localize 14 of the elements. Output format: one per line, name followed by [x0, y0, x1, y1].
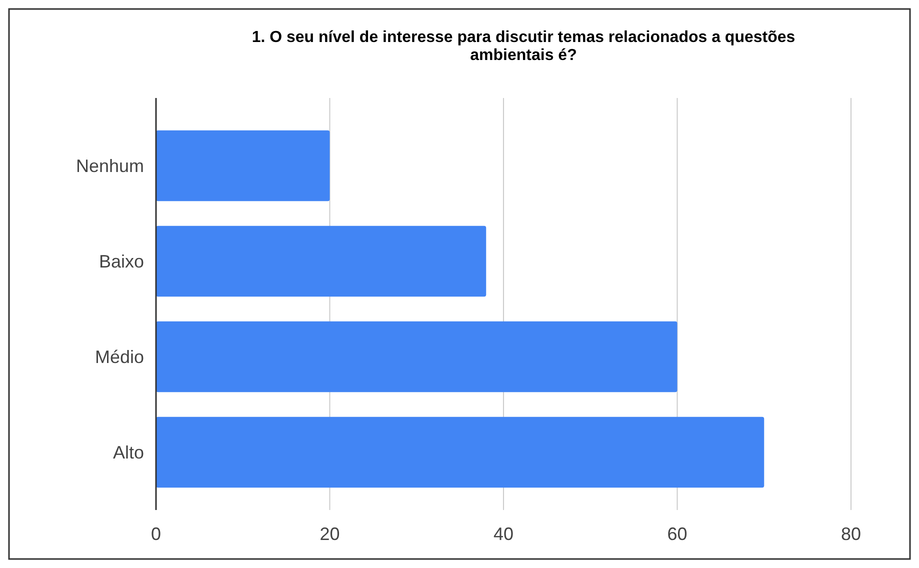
x-tick-label: 80: [840, 524, 862, 544]
bar: [156, 321, 678, 392]
x-tick-label: 60: [667, 524, 688, 544]
x-tick-label: 40: [493, 524, 514, 544]
x-tick-label: 20: [320, 524, 340, 544]
y-tick-label: Baixo: [98, 252, 144, 272]
x-tick-label: 0: [150, 524, 162, 544]
bar: [156, 130, 330, 202]
bar: [156, 226, 486, 297]
y-tick-label: Médio: [94, 347, 144, 368]
y-tick-label: Alto: [112, 442, 144, 463]
y-tick-label: Nenhum: [76, 156, 144, 176]
bar: [156, 416, 764, 488]
chart-title: 1. O seu nível de interesse para discutir temas relacionados a questões ambientais é?: [252, 29, 796, 64]
